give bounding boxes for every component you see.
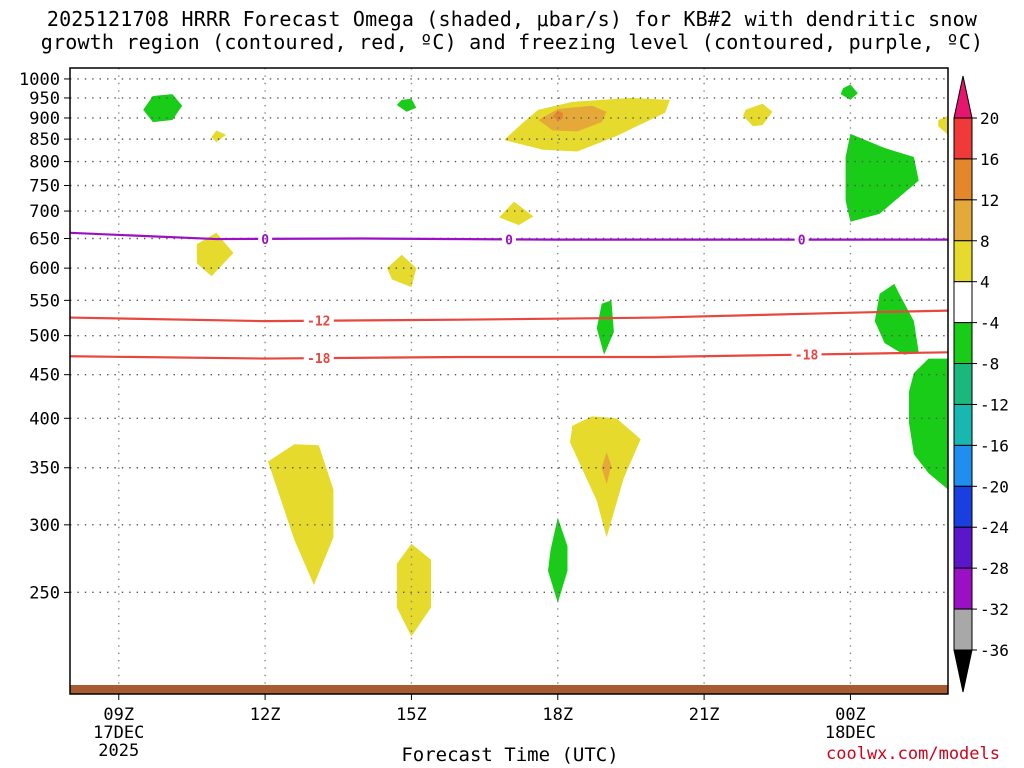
colorbar-top-arrow (953, 75, 973, 119)
colorbar-swatch (953, 444, 973, 487)
chart-title: 2025121708 HRRR Forecast Omega (shaded, … (0, 8, 1024, 54)
title-line-2: growth region (contoured, red, ºC) and f… (40, 30, 984, 54)
omega-region-9 (538, 105, 607, 132)
x-tick-sublabel: 2025 (98, 741, 139, 761)
colorbar-label: 20 (980, 109, 999, 128)
contour-0 (69, 231, 948, 241)
omega-region-2 (396, 543, 431, 637)
x-tick-sublabel: 18DEC (825, 723, 876, 743)
colorbar-bottom-arrow (953, 649, 973, 693)
colorbar-swatch (953, 526, 973, 569)
omega-region-14 (548, 517, 568, 603)
contour-label-bg (303, 313, 334, 328)
contour-label-0: 0 (261, 233, 269, 248)
contour-label-bg (258, 231, 273, 246)
omega-region-7 (499, 201, 534, 226)
y-tick-label: 850 (29, 130, 60, 150)
colorbar-label: -16 (980, 436, 1009, 455)
y-tick-label: 1000 (19, 70, 60, 90)
colorbar-label: -36 (980, 641, 1009, 660)
y-tick-label: 450 (29, 366, 60, 386)
contour--18 (69, 351, 949, 360)
colorbar-label: 8 (980, 232, 990, 251)
colorbar-swatch (953, 322, 973, 365)
contour-label-bg (794, 232, 809, 247)
colorbar-label: -8 (980, 355, 999, 374)
colorbar-label: -4 (980, 314, 999, 333)
omega-region-21 (840, 84, 858, 100)
colorbar-label: -28 (980, 559, 1009, 578)
x-tick-label: 21Z (689, 705, 720, 725)
colorbar-label: -12 (980, 395, 1009, 414)
title-line-1: 2025121708 HRRR Forecast Omega (shaded, … (46, 7, 978, 31)
omega-region-19 (143, 94, 183, 123)
y-tick-label: 300 (29, 516, 60, 536)
contour-label-bg (303, 351, 334, 366)
x-tick-label: 09Z (103, 705, 134, 725)
colorbar-swatch (953, 158, 973, 201)
colorbar-label: 16 (980, 150, 999, 169)
colorbar-label: 12 (980, 191, 999, 210)
colorbar-swatch (953, 363, 973, 405)
colorbar-swatch (953, 117, 973, 160)
x-tick-sublabel: 17DEC (93, 723, 144, 743)
colorbar-swatch (953, 608, 973, 651)
contour-label-bg (791, 347, 822, 362)
colorbar-swatch (953, 199, 973, 242)
y-tick-label: 350 (29, 459, 60, 479)
x-tick-label: 15Z (396, 705, 427, 725)
colorbar-label: -24 (980, 518, 1009, 537)
y-tick-label: 400 (29, 409, 60, 429)
contour-label-0: 0 (798, 234, 806, 249)
colorbar-swatch (953, 567, 973, 610)
ground-strip (70, 685, 948, 694)
contour-label--18: -18 (795, 349, 819, 364)
omega-region-15 (596, 300, 614, 355)
colorbar-label: -20 (980, 477, 1009, 496)
omega-region-11 (211, 130, 227, 143)
x-axis-title: Forecast Time (UTC) (401, 744, 619, 766)
colorbar-label: 4 (980, 273, 990, 292)
plot-frame (69, 67, 949, 695)
omega-region-4 (601, 452, 612, 484)
omega-region-1 (268, 444, 334, 585)
y-tick-label: 500 (29, 327, 60, 347)
y-tick-label: 650 (29, 229, 60, 249)
contour-label--18: -18 (307, 352, 331, 367)
contour-label--12: -12 (307, 315, 330, 330)
y-tick-label: 900 (29, 109, 60, 129)
omega-region-18 (845, 133, 919, 222)
y-tick-label: 600 (29, 259, 60, 279)
colorbar-swatch (953, 281, 973, 324)
omega-region-17 (874, 283, 919, 355)
plot-area (70, 68, 948, 694)
credit-link[interactable]: coolwx.com/models (826, 744, 1000, 764)
y-tick-label: 250 (29, 583, 60, 603)
x-tick-label: 12Z (250, 705, 281, 725)
omega-region-13 (938, 115, 948, 135)
omega-region-5 (196, 232, 234, 277)
omega-region-16 (909, 358, 948, 490)
colorbar-label: -32 (980, 600, 1009, 619)
y-tick-label: 800 (29, 153, 60, 173)
contour--12 (69, 309, 949, 323)
omega-region-10 (552, 110, 563, 121)
contour-label-bg (502, 232, 516, 247)
colorbar-swatch (953, 485, 973, 528)
contour-label-0: 0 (505, 233, 513, 248)
x-tick-label: 18Z (542, 705, 573, 725)
colorbar-swatch (953, 240, 973, 283)
x-tick-label: 00Z (835, 705, 866, 725)
y-tick-label: 750 (29, 176, 60, 196)
omega-region-20 (396, 98, 417, 112)
y-tick-label: 700 (29, 202, 60, 222)
colorbar-swatch (953, 403, 973, 446)
omega-region-12 (743, 103, 773, 127)
omega-region-6 (387, 254, 417, 288)
y-tick-label: 950 (29, 89, 60, 109)
y-tick-label: 550 (29, 291, 60, 311)
